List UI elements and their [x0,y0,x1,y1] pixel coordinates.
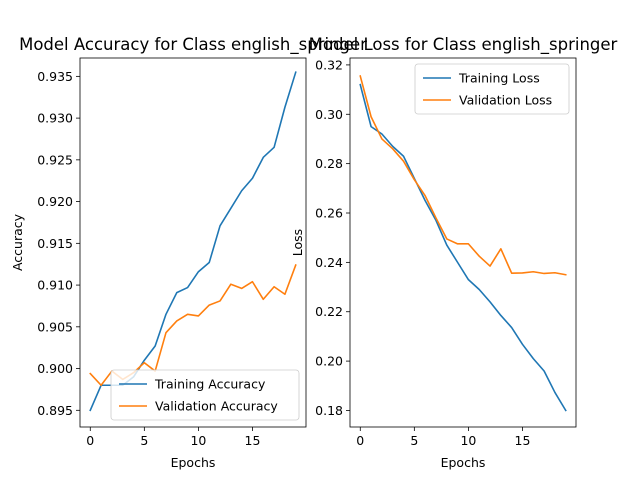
x-tick-label: 5 [410,433,418,448]
y-tick-label: 0.26 [315,206,343,221]
y-axis-label: Loss [290,229,305,256]
y-tick-label: 0.935 [37,69,73,84]
y-tick-label: 0.895 [37,403,73,418]
x-tick-label: 10 [460,433,476,448]
plot-frame [349,57,577,428]
y-tick-label: 0.900 [37,361,73,376]
series-line-1 [359,75,567,276]
y-tick-label: 0.22 [315,304,343,319]
plot-frame [79,57,307,428]
x-tick-label: 15 [245,433,261,448]
legend-label: Validation Accuracy [155,399,278,414]
y-tick-label: 0.24 [315,255,343,270]
x-tick-label: 15 [515,433,531,448]
legend: Training Loss Validation Loss [414,63,570,115]
y-tick-label: 0.905 [37,319,73,334]
legend: Training Accuracy Validation Accuracy [110,369,300,421]
series-line-0 [359,83,567,412]
y-tick-label: 0.32 [315,57,343,72]
x-tick-label: 0 [356,433,364,448]
y-tick-label: 0.920 [37,194,73,209]
chart-title: Model Accuracy for Class english_springe… [19,35,367,55]
x-tick-label: 0 [86,433,94,448]
chart-title: Model Loss for Class english_springer [309,35,618,55]
y-tick-label: 0.28 [315,156,343,171]
y-tick-label: 0.30 [315,107,343,122]
accuracy-chart: Model Accuracy for Class english_springe… [10,35,367,470]
y-tick-label: 0.18 [315,403,343,418]
legend-label: Training Accuracy [154,377,266,392]
legend-box [110,369,300,421]
legend-box [414,63,570,115]
y-axis-label: Accuracy [10,213,25,271]
x-axis-label: Epochs [171,455,216,470]
x-tick-label: 5 [140,433,148,448]
y-tick-label: 0.20 [315,354,343,369]
y-tick-label: 0.910 [37,278,73,293]
legend-label: Training Loss [458,71,540,86]
x-tick-label: 10 [190,433,206,448]
legend-label: Validation Loss [459,93,552,108]
y-tick-label: 0.930 [37,111,73,126]
y-tick-label: 0.925 [37,152,73,167]
x-axis-label: Epochs [441,455,486,470]
y-tick-label: 0.915 [37,236,73,251]
loss-chart: Model Loss for Class english_springer 0 5 1… [290,35,618,470]
